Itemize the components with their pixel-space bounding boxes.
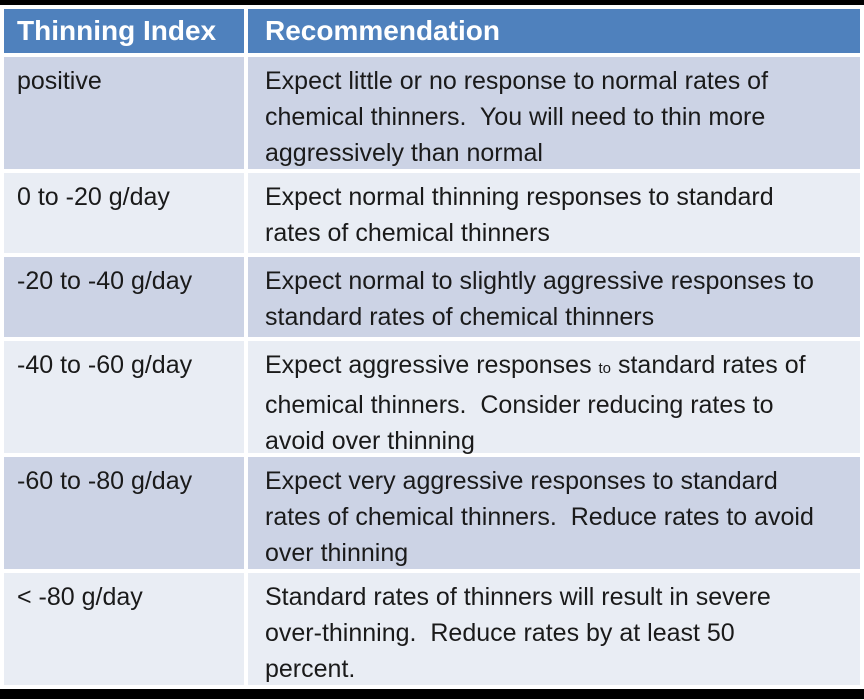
- index-cell: -40 to -60 g/day: [4, 341, 244, 453]
- text-line: Expect normal thinning responses to stan…: [265, 183, 774, 211]
- text-segment-small: to: [598, 360, 612, 377]
- text-line: Standard rates of thinners will result i…: [265, 583, 771, 611]
- index-value: < -80 g/day: [17, 583, 143, 611]
- text-line: chemical thinners. Consider reducing rat…: [265, 391, 774, 419]
- table-row-0-to-minus20: 0 to -20 g/day Expect normal thinning re…: [4, 173, 860, 253]
- text-segment: Expect aggressive responses: [265, 351, 599, 379]
- thinning-table: Thinning Index Recommendation positive E…: [0, 5, 864, 689]
- recommendation-cell: Expect aggressive responses to standard …: [248, 341, 860, 455]
- text-segment: standard rates of: [611, 351, 806, 379]
- text-line: Expect very aggressive responses to stan…: [265, 467, 778, 495]
- text-line: Expect little or no response to normal r…: [265, 67, 769, 95]
- recommendation-cell: Expect normal to slightly aggressive res…: [248, 257, 860, 337]
- text-line: over thinning: [265, 539, 409, 567]
- index-value: positive: [17, 67, 102, 95]
- recommendation-cell: Expect little or no response to normal r…: [248, 57, 860, 169]
- top-border-bar: [0, 0, 864, 5]
- bottom-border-bar: [0, 689, 864, 699]
- table-row-below-minus80: < -80 g/day Standard rates of thinners w…: [4, 573, 860, 685]
- recommendation-cell: Expect very aggressive responses to stan…: [248, 457, 860, 569]
- header-label-recommendation: Recommendation: [265, 15, 500, 46]
- text-line: Expect aggressive responses to standard …: [265, 347, 854, 387]
- table-row-minus60-to-minus80: -60 to -80 g/day Expect very aggressive …: [4, 457, 860, 569]
- table-row-minus40-to-minus60: -40 to -60 g/day Expect aggressive respo…: [4, 341, 860, 455]
- index-cell: < -80 g/day: [4, 573, 244, 685]
- index-value: -40 to -60 g/day: [17, 351, 193, 379]
- index-value: -60 to -80 g/day: [17, 467, 193, 495]
- text-line: over-thinning. Reduce rates by at least …: [265, 619, 735, 647]
- text-line: rates of chemical thinners: [265, 219, 550, 247]
- text-line: avoid over thinning: [265, 427, 475, 455]
- recommendation-cell: Standard rates of thinners will result i…: [248, 573, 860, 685]
- text-line: standard rates of chemical thinners: [265, 303, 655, 331]
- table-row-positive: positive Expect little or no response to…: [4, 57, 860, 169]
- text-line: rates of chemical thinners. Reduce rates…: [265, 503, 814, 531]
- text-line: percent.: [265, 655, 356, 683]
- text-line: chemical thinners. You will need to thin…: [265, 103, 766, 131]
- text-line: Expect normal to slightly aggressive res…: [265, 267, 814, 295]
- index-cell: 0 to -20 g/day: [4, 173, 244, 253]
- index-cell: positive: [4, 57, 244, 169]
- index-value: -20 to -40 g/day: [17, 267, 193, 295]
- index-cell: -60 to -80 g/day: [4, 457, 244, 569]
- table-header-row: Thinning Index Recommendation: [4, 9, 860, 53]
- index-value: 0 to -20 g/day: [17, 183, 170, 211]
- table-row-minus20-to-minus40: -20 to -40 g/day Expect normal to slight…: [4, 257, 860, 337]
- text-line: aggressively than normal: [265, 139, 543, 167]
- header-label-thinning-index: Thinning Index: [17, 15, 217, 46]
- recommendation-cell: Expect normal thinning responses to stan…: [248, 173, 860, 253]
- header-cell-recommendation: Recommendation: [248, 9, 860, 53]
- index-cell: -20 to -40 g/day: [4, 257, 244, 337]
- header-cell-thinning-index: Thinning Index: [4, 9, 244, 53]
